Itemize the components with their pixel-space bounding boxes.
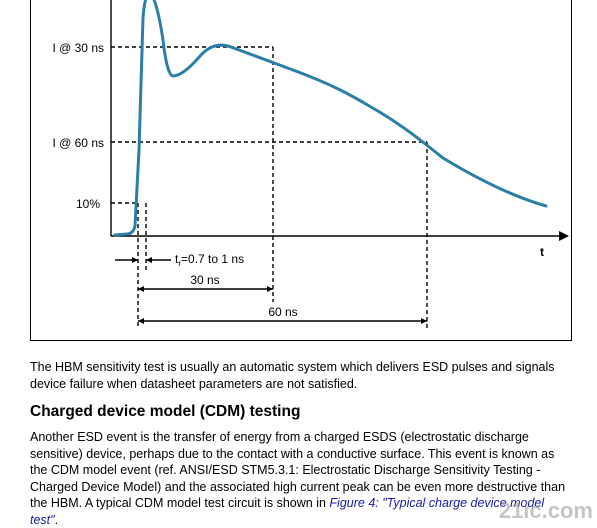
watermark: 21ic.com: [498, 498, 593, 523]
figure-4-link[interactable]: Figure 4: "Typical charge device model t…: [30, 496, 545, 527]
rise-arrowhead-left: [132, 257, 138, 263]
cdm-paragraph-text: Another ESD event is the transfer of ene…: [30, 430, 566, 510]
dim-60ns-arrow-left: [138, 318, 144, 324]
dim-30ns-label: 30 ns: [190, 273, 219, 287]
label-10-percent: 10%: [76, 197, 100, 211]
dim-60ns-arrow-right: [421, 318, 427, 324]
hbm-paragraph: The HBM sensitivity test is usually an a…: [30, 360, 555, 391]
rise-arrowhead-right: [146, 257, 152, 263]
dim-30ns-arrow-left: [138, 286, 144, 292]
waveform-curve: [113, 0, 548, 237]
cdm-paragraph: Another ESD event is the transfer of ene…: [30, 429, 575, 528]
hbm-waveform-figure: t I @ 30 ns I @ 60 ns 10% tr=0.7 to 1 ns…: [30, 0, 572, 341]
section-heading: Charged device model (CDM) testing: [30, 403, 301, 420]
dim-60ns-label: 60 ns: [268, 305, 297, 319]
label-i-at-30ns: I @ 30 ns: [52, 41, 104, 55]
label-i-at-60ns: I @ 60 ns: [52, 136, 104, 150]
dim-30ns-arrow-right: [267, 286, 273, 292]
cdm-paragraph-end: .: [54, 512, 59, 527]
rise-time-label: tr=0.7 to 1 ns: [175, 252, 244, 268]
waveform-diagram: t I @ 30 ns I @ 60 ns 10% tr=0.7 to 1 ns…: [52, 0, 569, 328]
t-axis-label: t: [540, 245, 544, 259]
t-axis-arrowhead: [559, 231, 569, 241]
